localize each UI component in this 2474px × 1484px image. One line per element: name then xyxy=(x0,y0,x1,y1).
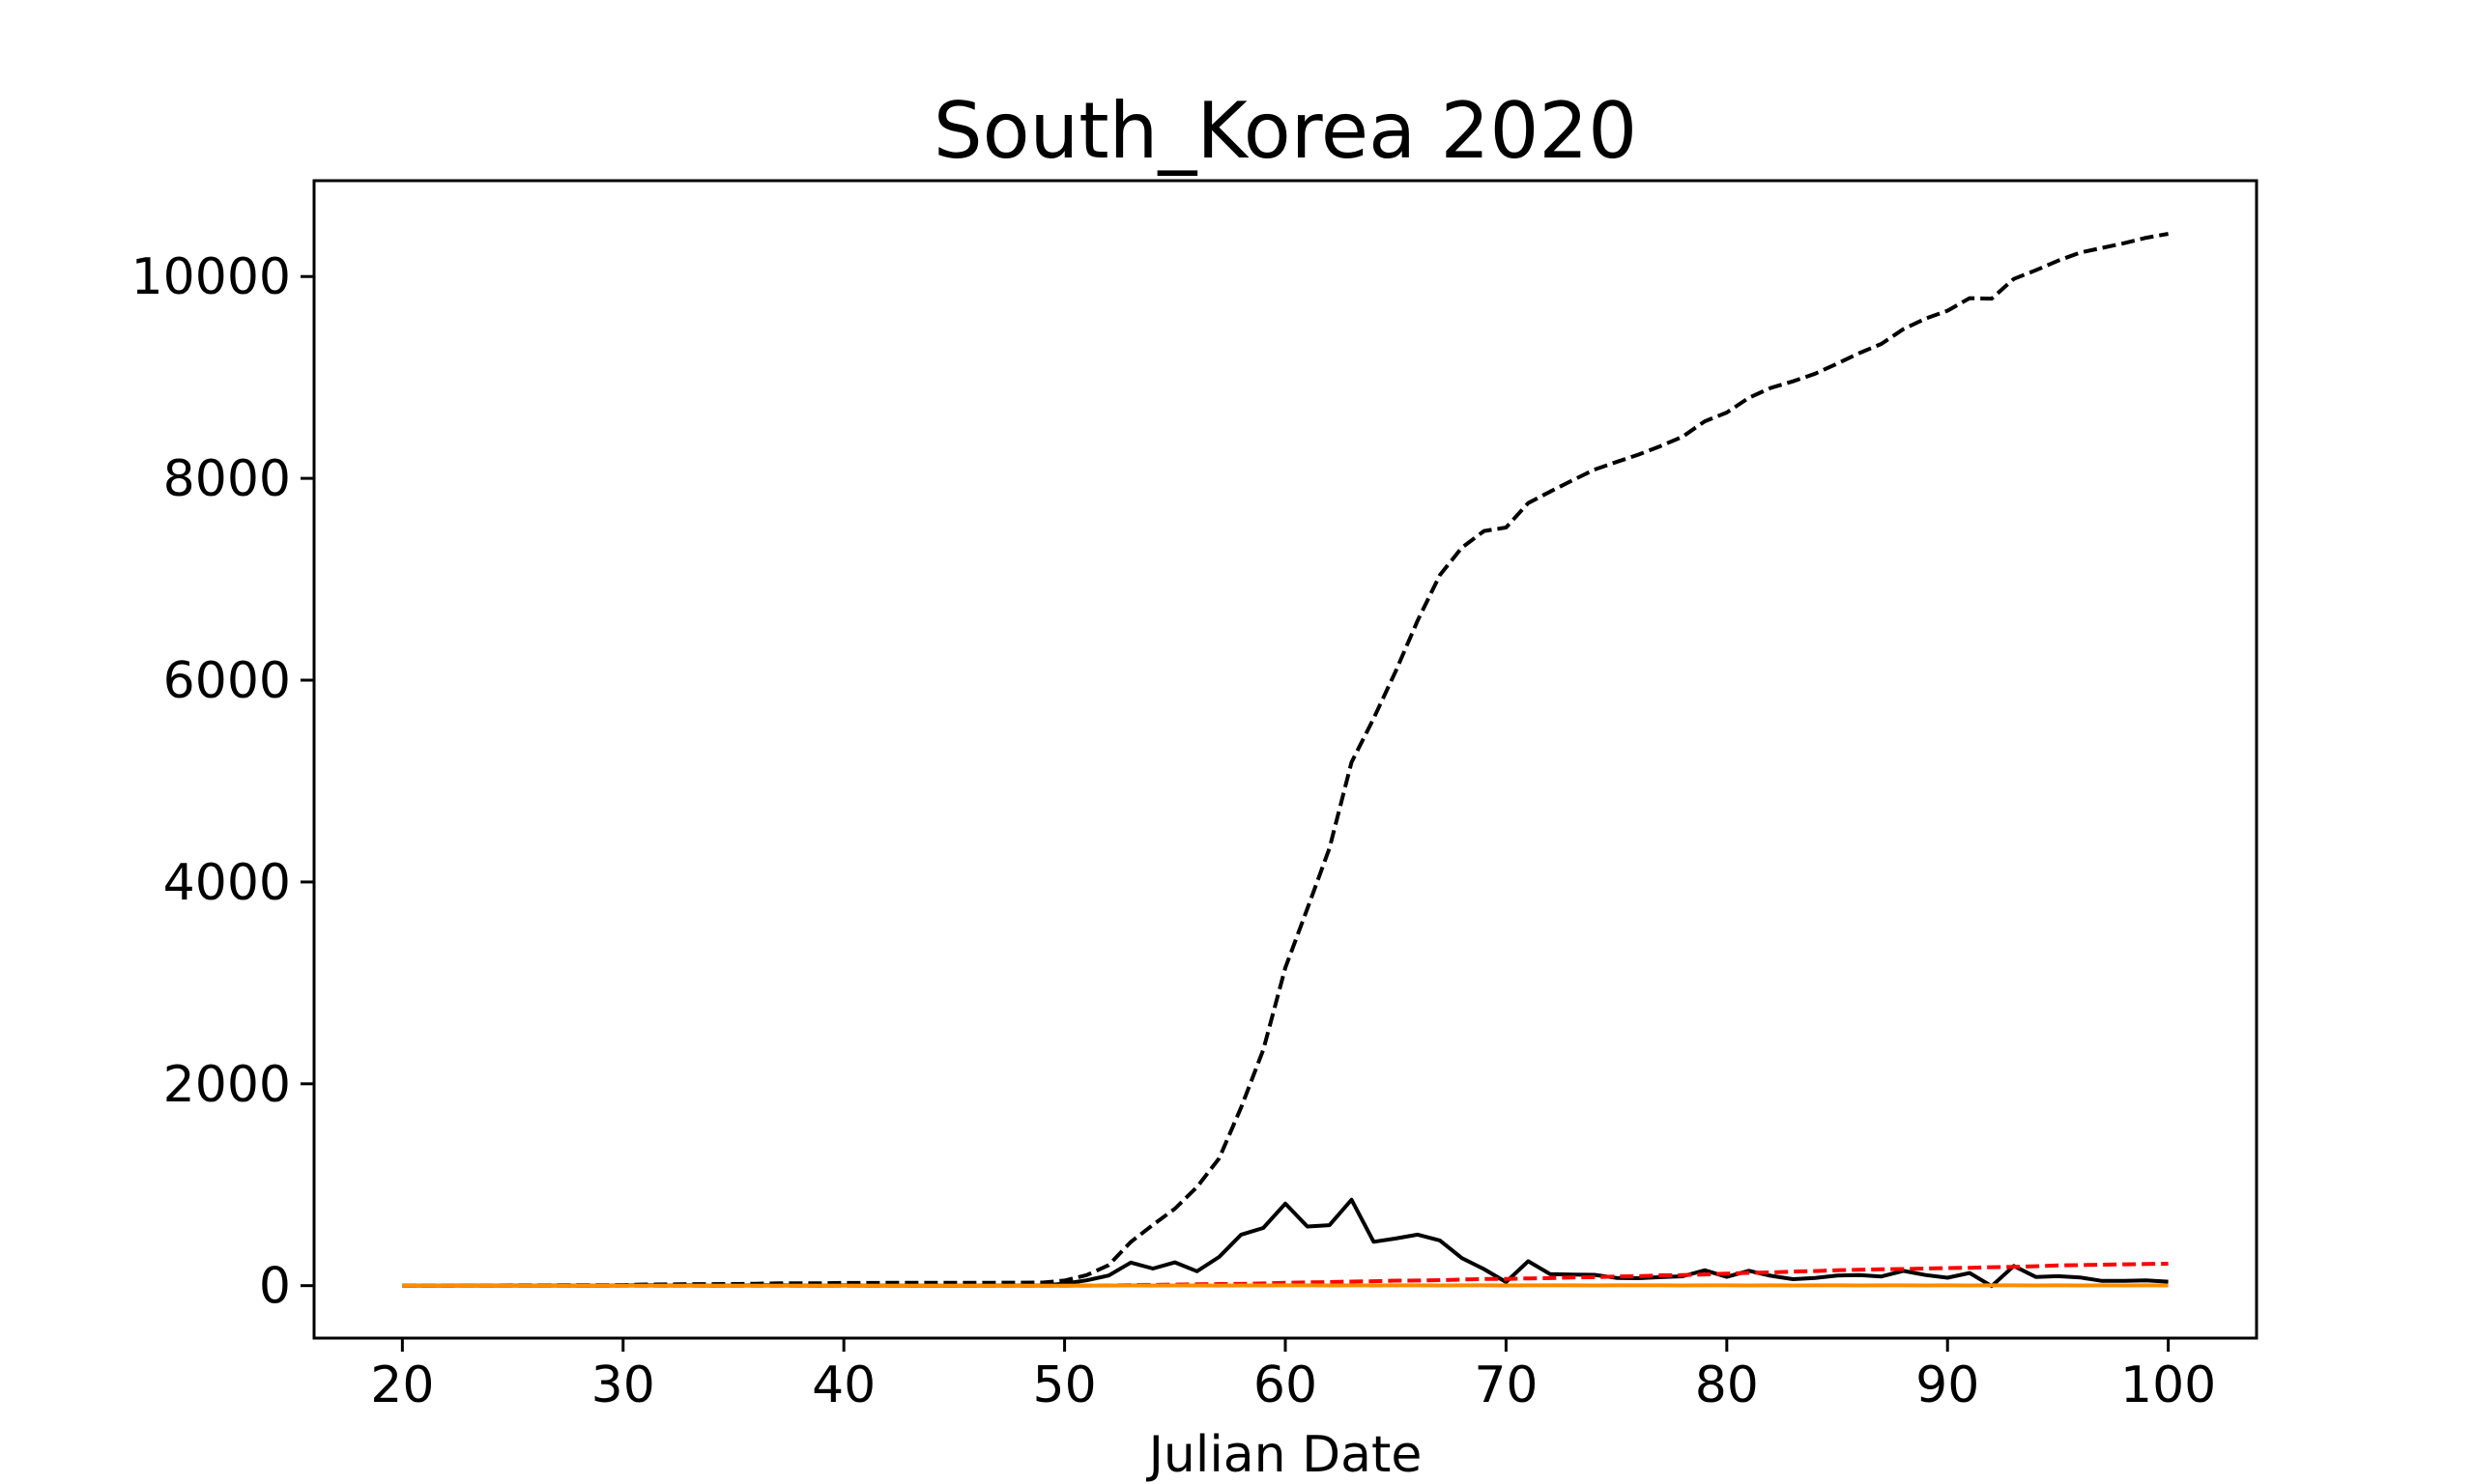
plot-frame xyxy=(312,179,2258,1340)
y-tick-label: 8000 xyxy=(163,450,291,508)
x-axis: 20 30 40 50 60 70 80 90 100 xyxy=(370,1338,2216,1414)
y-axis: 0 2000 4000 6000 8000 10000 xyxy=(131,248,314,1316)
series-line-3 xyxy=(402,1262,2169,1288)
x-tick-label: 20 xyxy=(370,1356,434,1414)
x-tick-label: 70 xyxy=(1474,1356,1538,1414)
x-tick-label: 60 xyxy=(1253,1356,1317,1414)
series-line-1 xyxy=(402,232,2169,1288)
x-tick-label: 100 xyxy=(2120,1356,2216,1414)
y-tick-label: 4000 xyxy=(163,854,291,912)
series-layer xyxy=(402,232,2169,1289)
x-axis-label: Julian Date xyxy=(1146,1426,1423,1484)
x-tick-label: 90 xyxy=(1915,1356,1979,1414)
x-tick-label: 30 xyxy=(591,1356,655,1414)
y-tick-label: 6000 xyxy=(163,652,291,710)
chart-title: South_Korea 2020 xyxy=(934,86,1637,176)
y-tick-label: 2000 xyxy=(163,1056,291,1114)
x-tick-label: 80 xyxy=(1695,1356,1759,1414)
x-tick-label: 50 xyxy=(1033,1356,1097,1414)
x-tick-label: 40 xyxy=(812,1356,876,1414)
series-line-2 xyxy=(402,1197,2169,1289)
y-tick-label: 0 xyxy=(259,1258,291,1316)
y-tick-label: 10000 xyxy=(131,248,291,306)
